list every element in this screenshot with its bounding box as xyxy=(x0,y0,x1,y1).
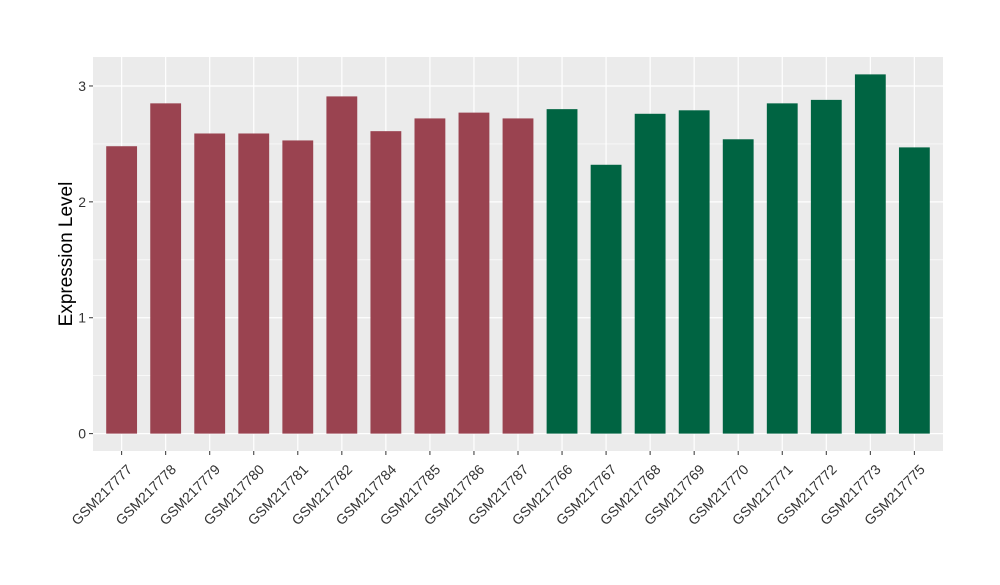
bar-GSM217781 xyxy=(282,140,314,434)
bar-GSM217775 xyxy=(898,147,930,434)
bar-GSM217773 xyxy=(854,74,886,434)
bars-group xyxy=(106,74,930,434)
x-axis: GSM217777GSM217778GSM217779GSM217780GSM2… xyxy=(68,451,928,528)
bar-GSM217780 xyxy=(238,133,270,434)
bar-GSM217769 xyxy=(678,110,710,434)
bar-GSM217779 xyxy=(194,133,226,434)
bar-GSM217782 xyxy=(326,96,358,434)
bar-GSM217766 xyxy=(546,109,578,434)
y-tick-label: 0 xyxy=(78,426,86,442)
y-tick-label: 1 xyxy=(78,310,86,326)
bar-GSM217767 xyxy=(590,164,622,434)
y-axis: 0 1 2 3 xyxy=(78,78,93,442)
y-tick-label: 2 xyxy=(78,194,86,210)
bar-GSM217770 xyxy=(722,139,754,434)
bar-GSM217787 xyxy=(502,118,534,434)
bar-GSM217786 xyxy=(458,112,490,434)
bar-GSM217778 xyxy=(150,103,182,434)
bar-GSM217784 xyxy=(370,131,402,434)
bar-GSM217768 xyxy=(634,113,666,434)
y-axis-label: Expression Level xyxy=(56,182,77,327)
bar-GSM217771 xyxy=(766,103,798,434)
bar-GSM217772 xyxy=(810,99,842,434)
bar-GSM217785 xyxy=(414,118,446,434)
y-tick-label: 3 xyxy=(78,78,86,94)
bar-GSM217777 xyxy=(106,146,138,434)
